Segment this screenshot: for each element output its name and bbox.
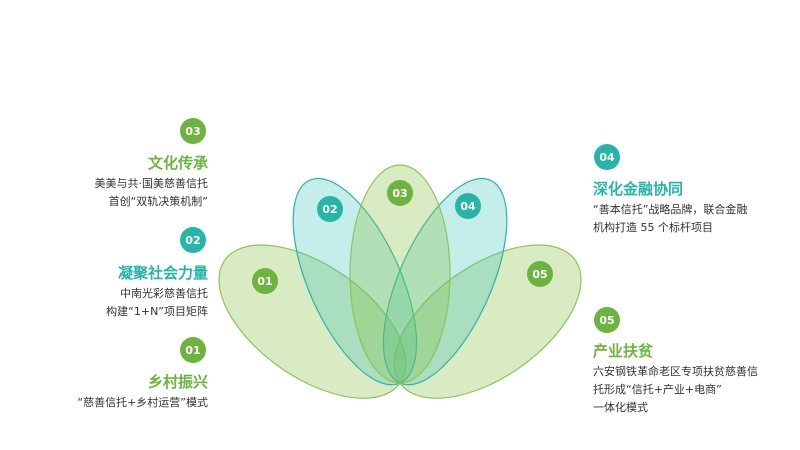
- petal-03: [349, 164, 451, 384]
- petal-badge-01: 01: [252, 268, 278, 294]
- title-01: 乡村振兴: [147, 373, 208, 391]
- badge-05: 05: [594, 307, 620, 333]
- desc-line: 机构打造 55 个标杆项目: [593, 221, 713, 234]
- petal-badge-03: 03: [387, 180, 413, 206]
- svg-text:01: 01: [257, 275, 272, 288]
- svg-text:05: 05: [532, 268, 547, 281]
- desc-line: “慈善信托+乡村运营”模式: [77, 396, 208, 409]
- badge-03: 03: [180, 118, 206, 144]
- title-03: 文化传承: [147, 154, 208, 172]
- desc-line: “善本信托”战略品牌，联合金融: [593, 203, 748, 216]
- desc-line: 美美与共·国美慈善信托: [94, 177, 209, 190]
- desc-03: 美美与共·国美慈善信托首创“双轨决策机制”: [95, 175, 209, 211]
- desc-01: “慈善信托+乡村运营”模式: [77, 394, 208, 412]
- desc-line: 构建“1+N”项目矩阵: [106, 305, 208, 318]
- desc-line: 一体化模式: [593, 401, 648, 414]
- svg-text:04: 04: [460, 200, 476, 213]
- desc-line: 首创“双轨决策机制”: [108, 195, 208, 208]
- desc-05: 六安钢铁革命老区专项扶贫慈善信 托形成“信托+产业+电商” 一体化模式: [593, 363, 758, 417]
- desc-line: 六安钢铁革命老区专项扶贫慈善信: [593, 365, 758, 378]
- badge-04: 04: [594, 144, 620, 170]
- svg-text:03: 03: [392, 187, 407, 200]
- title-02: 凝聚社会力量: [117, 264, 208, 282]
- desc-line: 托形成“信托+产业+电商”: [593, 383, 722, 396]
- desc-04: “善本信托”战略品牌，联合金融 机构打造 55 个标杆项目: [593, 201, 747, 237]
- petal-badge-05: 05: [527, 261, 553, 287]
- desc-line: 中南光彩慈善信托: [120, 287, 208, 300]
- petal-badge-04: 04: [455, 193, 481, 219]
- title-04: 深化金融协同: [593, 180, 684, 198]
- title-05: 产业扶贫: [593, 342, 654, 360]
- badge-01: 01: [180, 337, 206, 363]
- badge-02: 02: [180, 227, 206, 253]
- desc-02: 中南光彩慈善信托构建“1+N”项目矩阵: [106, 285, 208, 321]
- petal-badge-02: 02: [317, 196, 343, 222]
- svg-text:02: 02: [322, 203, 337, 216]
